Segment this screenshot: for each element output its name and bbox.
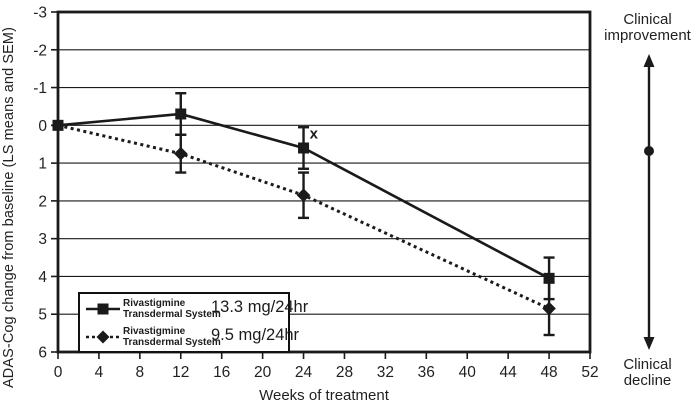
x-tick-label: 36 (418, 364, 435, 381)
legend-item-dose: 9.5 mg/24hr (211, 325, 300, 344)
legend: Rivastigmine Transdermal System 13.3 mg/… (78, 292, 308, 353)
x-tick-label: 28 (336, 364, 353, 381)
series-line-13.3mg (57, 112, 550, 280)
y-tick-label: -2 (33, 42, 47, 59)
legend-item-name: Rivastigmine Transdermal System (123, 297, 221, 320)
x-tick-label: 52 (581, 364, 598, 381)
legend-item-name-line1: Rivastigmine (123, 325, 186, 337)
legend-item-name-line2: Transdermal System (123, 336, 221, 348)
x-axis-title: Weeks of treatment (259, 387, 389, 404)
arrow-up-icon (643, 54, 655, 67)
clinical-improvement-label: Clinical improvement (598, 12, 697, 43)
x-tick-label: 8 (136, 364, 145, 381)
diamond-marker-icon (96, 329, 110, 344)
clinical-decline-line2: decline (623, 371, 672, 389)
data-marker-diamond (296, 188, 311, 203)
y-tick-label: 4 (38, 269, 47, 286)
arrow-down-icon (643, 337, 655, 350)
series-line-9.5mg (57, 123, 550, 310)
square-solid-line-icon (86, 303, 120, 314)
legend-item-name-line1: Rivastigmine (123, 297, 186, 309)
data-marker-square (175, 108, 187, 120)
legend-item-name-line2: Transdermal System (123, 308, 221, 320)
data-marker-square (298, 142, 310, 154)
x-tick-label: 48 (540, 364, 557, 381)
y-tick-label: 3 (38, 231, 47, 248)
legend-item-name: Rivastigmine Transdermal System (123, 325, 221, 348)
x-tick-label: 32 (377, 364, 394, 381)
y-tick-label: 2 (38, 193, 47, 210)
legend-item-dose: 13.3 mg/24hr (211, 297, 309, 316)
data-marker-diamond (173, 146, 188, 161)
x-tick-label: 12 (172, 364, 189, 381)
clinical-decline-label: Clinical decline (598, 357, 697, 388)
x-tick-label: 20 (254, 364, 272, 381)
y-tick-label: 5 (38, 307, 47, 324)
plot-border (56, 10, 592, 354)
x-tick-label: 44 (500, 364, 518, 381)
y-tick-label: 1 (38, 156, 47, 173)
legend-item-13-3mg: Rivastigmine Transdermal System 13.3 mg/… (85, 296, 308, 321)
data-marker-diamond (542, 301, 556, 316)
x-tick-label: 24 (295, 364, 313, 381)
clinical-improvement-line2: improvement (604, 26, 691, 44)
y-tick-label: -1 (33, 80, 47, 97)
clinical-decline-line1: Clinical (623, 356, 672, 373)
y-tick-label: -3 (33, 5, 47, 22)
data-marker-square (543, 272, 555, 284)
square-marker-icon (97, 303, 109, 314)
significance-x-marker: x (310, 126, 319, 143)
legend-item-9-5mg: Rivastigmine Transdermal System 9.5 mg/2… (85, 324, 299, 349)
diamond-dotted-line-icon (86, 329, 120, 344)
x-tick-label: 0 (54, 364, 63, 381)
y-tick-label: 0 (38, 118, 47, 135)
y-tick-label: 6 (38, 345, 47, 362)
x-tick-label: 16 (213, 364, 230, 381)
x-tick-label: 40 (459, 364, 477, 381)
arrow-midpoint-dot (644, 146, 654, 156)
clinical-improvement-line1: Clinical (623, 11, 672, 28)
x-tick-label: 4 (95, 364, 104, 381)
